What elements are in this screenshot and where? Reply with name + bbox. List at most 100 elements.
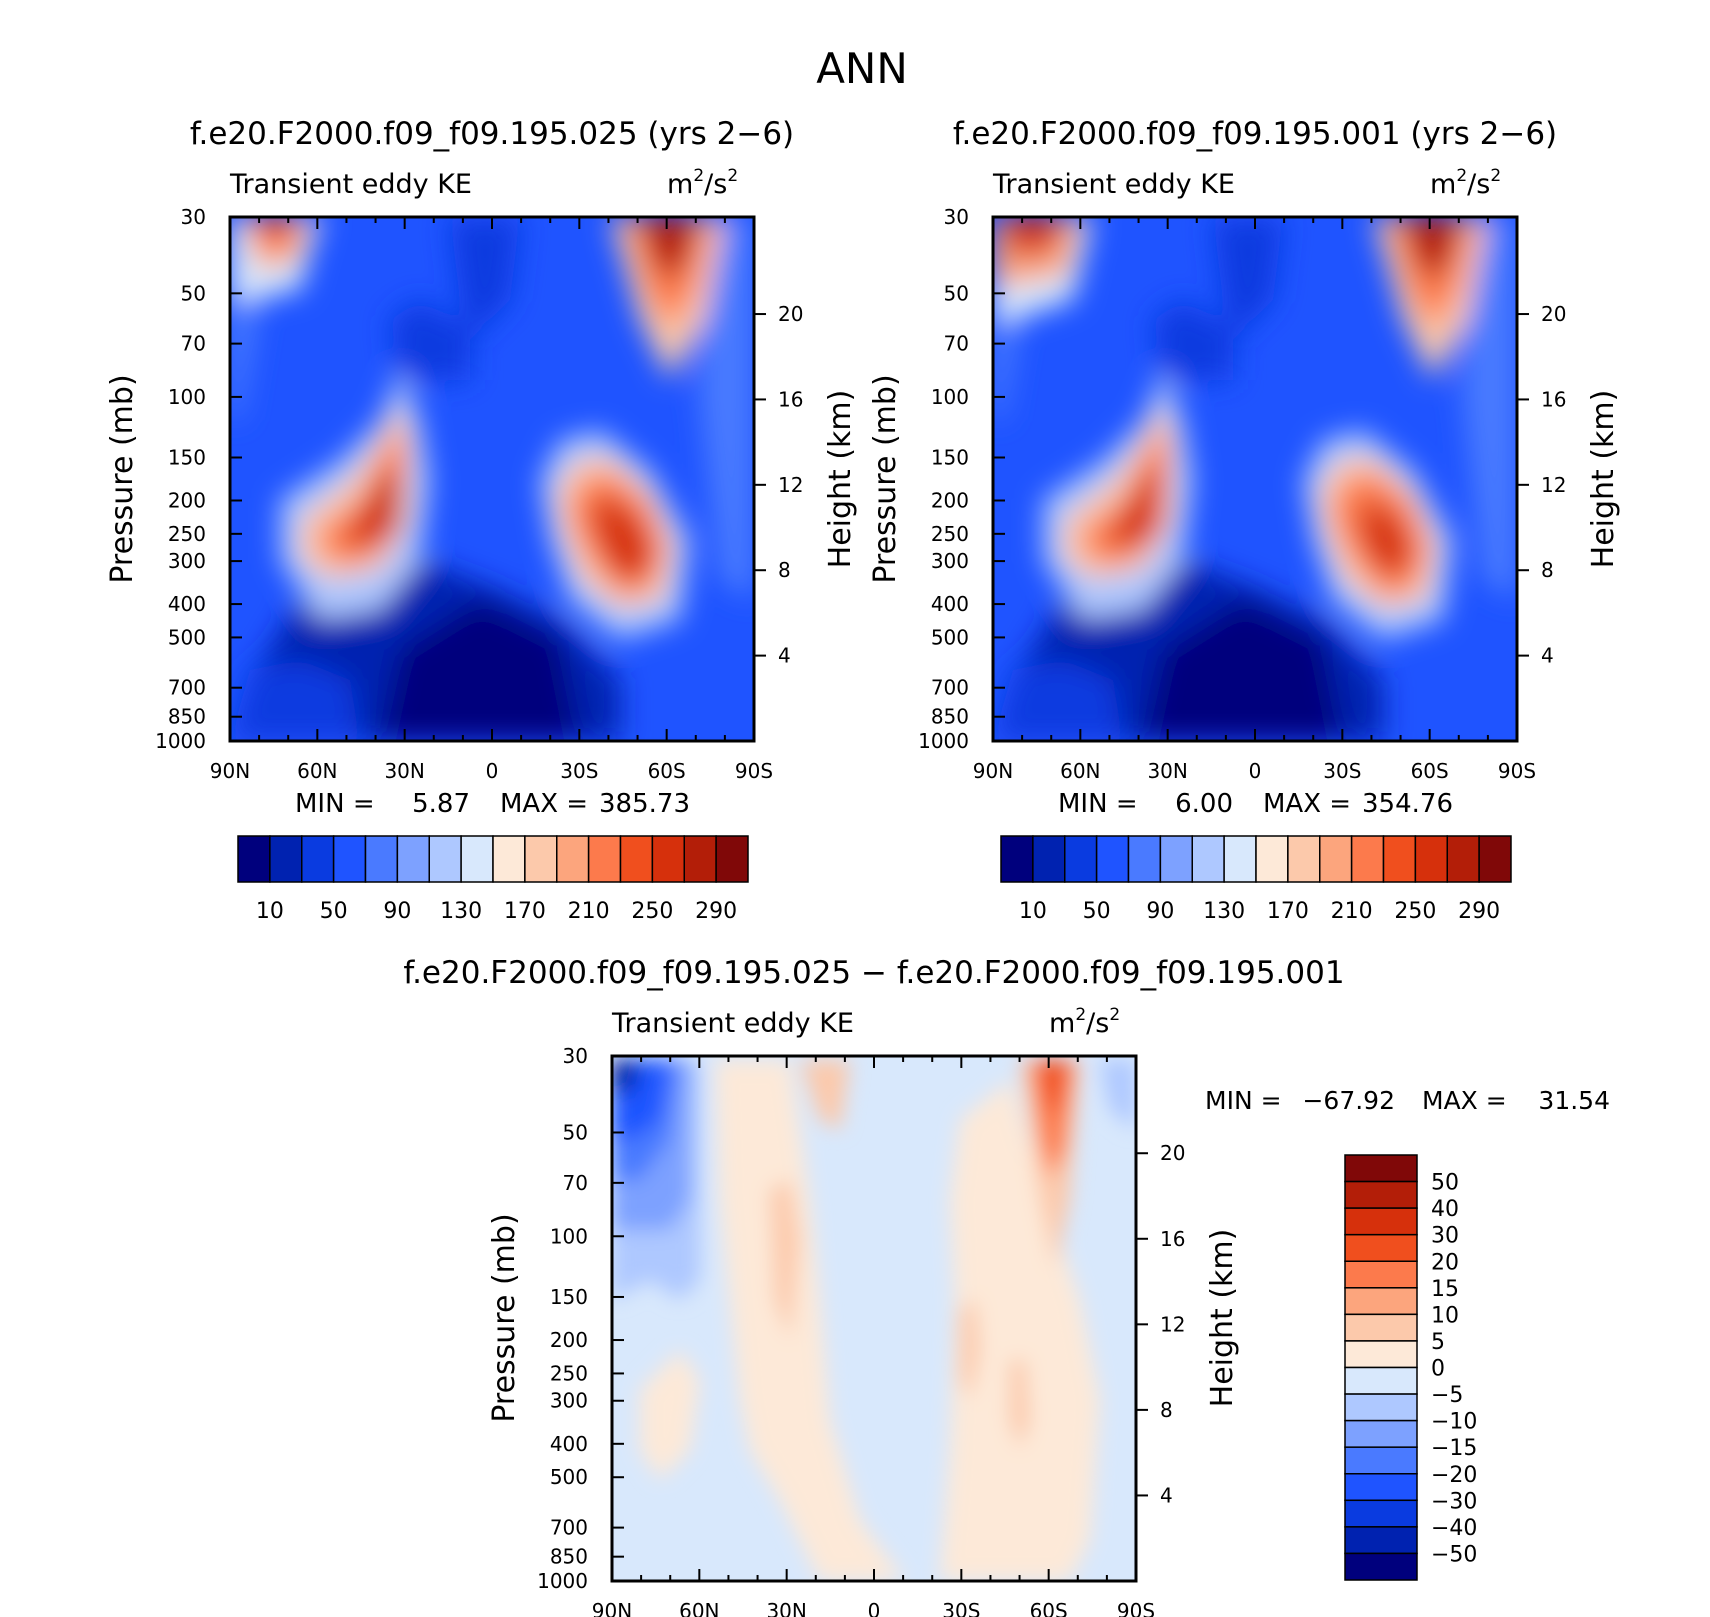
max-value: 31.54	[1538, 1086, 1610, 1115]
colorbar-swatch	[428, 835, 462, 883]
units-exp: 2	[1456, 166, 1467, 186]
colorbar-label: 170	[1267, 899, 1309, 924]
colorbar-label: 10	[1431, 1303, 1459, 1328]
colorbar-swatch	[460, 835, 494, 883]
colorbar-label: 170	[504, 899, 546, 924]
units-base: m	[1049, 1008, 1075, 1039]
x-ticks: 90N 60N 30N 0 30S 60S 90S	[210, 217, 773, 783]
colorbar-label: 130	[440, 899, 482, 924]
y2-tick-label: 16	[1541, 387, 1566, 411]
y-tick-label: 30	[563, 1044, 588, 1068]
colorbar-swatch	[1319, 835, 1353, 883]
x-tick-label: 30N	[766, 1599, 806, 1617]
colorbar-swatch	[1032, 835, 1066, 883]
panel-subtitle: Transient eddy KE	[611, 1008, 854, 1039]
colorbar-label: −20	[1431, 1463, 1477, 1488]
colorbar-label: 15	[1431, 1277, 1459, 1302]
y2-ticks: 20 16 12 8 4	[1136, 1141, 1185, 1507]
svg-text:m2/s2: m2/s2	[1049, 1005, 1120, 1039]
y-tick-label: 150	[168, 446, 206, 470]
y-tick-label: 500	[550, 1465, 588, 1489]
x-tick-label: 0	[486, 759, 499, 783]
colorbar-label: 210	[568, 899, 610, 924]
min-label: MIN =	[295, 789, 375, 819]
colorbar-labels: 10 50 90 130 170 210 250 290	[1019, 899, 1500, 924]
colorbar-swatch	[1478, 835, 1512, 883]
svg-text:m2/s2: m2/s2	[667, 166, 738, 200]
colorbar-swatch	[1344, 1313, 1418, 1342]
y-tick-label: 500	[931, 625, 969, 649]
y2-ticks: 20 16 12 8 4	[1517, 302, 1566, 668]
colorbar-label: 210	[1331, 899, 1373, 924]
min-label: MIN =	[1205, 1086, 1282, 1115]
colorbar-swatch	[1344, 1287, 1418, 1316]
colorbar-swatch	[556, 835, 590, 883]
x-ticks: 90N 60N 30N 0 30S 60S 90S	[592, 1056, 1155, 1617]
colorbar-swatch	[651, 835, 685, 883]
panel-title: f.e20.F2000.f09_f09.195.025 − f.e20.F200…	[403, 955, 1344, 991]
y-tick-label: 400	[168, 592, 206, 616]
colorbar-swatch	[1344, 1526, 1418, 1555]
colorbar-swatch	[619, 835, 654, 883]
y-tick-label: 100	[168, 385, 206, 409]
min-value: −67.92	[1302, 1086, 1395, 1115]
x-tick-label: 60S	[1411, 759, 1449, 783]
units-mid: /s	[1467, 169, 1490, 200]
colorbar-label: 50	[320, 899, 348, 924]
colorbar-swatch	[524, 835, 558, 883]
colorbar-swatch	[1344, 1419, 1418, 1448]
y2-axis-label: Height (km)	[823, 390, 858, 569]
colorbar-swatch	[1127, 835, 1162, 883]
x-tick-label: 60S	[1030, 1599, 1068, 1617]
y-tick-label: 250	[931, 522, 969, 546]
max-label: MAX =	[1422, 1086, 1507, 1115]
colorbar-swatch	[269, 835, 303, 883]
y-tick-label: 400	[550, 1432, 588, 1456]
contour-field	[612, 1056, 1136, 1581]
y-tick-label: 500	[168, 625, 206, 649]
colorbar	[1000, 835, 1512, 883]
x-tick-label: 30N	[1147, 759, 1187, 783]
panel-subtitle: Transient eddy KE	[229, 169, 472, 200]
y-tick-label: 1000	[155, 729, 206, 753]
y2-ticks: 20 16 12 8 4	[754, 302, 803, 668]
colorbar-swatch	[1350, 835, 1385, 883]
x-tick-label: 60N	[679, 1599, 719, 1617]
y-tick-label: 200	[168, 488, 206, 512]
max-value: 354.76	[1362, 789, 1453, 819]
x-tick-label: 60N	[1060, 759, 1100, 783]
y-tick-label: 150	[550, 1285, 588, 1309]
min-value: 5.87	[412, 789, 470, 819]
y-tick-label: 70	[944, 332, 969, 356]
y-tick-label: 50	[181, 281, 206, 305]
y-tick-label: 100	[550, 1224, 588, 1248]
svg-text:m2/s2: m2/s2	[1430, 166, 1501, 200]
colorbar-swatch	[1344, 1499, 1418, 1528]
panel-top-left: f.e20.F2000.f09_f09.195.025 (yrs 2−6) Tr…	[105, 116, 858, 924]
max-value: 385.73	[599, 789, 690, 819]
y-tick-label: 50	[944, 281, 969, 305]
y-tick-label: 150	[931, 446, 969, 470]
x-tick-label: 90N	[592, 1599, 632, 1617]
colorbar-swatch	[1382, 835, 1417, 883]
y2-tick-label: 4	[1160, 1483, 1173, 1507]
colorbar-swatch	[1344, 1393, 1418, 1422]
colorbar-swatch	[1223, 835, 1257, 883]
max-label: MAX =	[1263, 789, 1351, 819]
y-tick-label: 300	[931, 549, 969, 573]
y-tick-label: 300	[550, 1389, 588, 1413]
colorbar-swatch	[1344, 1446, 1418, 1475]
x-tick-label: 60N	[297, 759, 337, 783]
colorbar-swatch	[1287, 835, 1321, 883]
colorbar-swatch	[715, 835, 749, 883]
y-axis-label: Pressure (mb)	[868, 374, 903, 583]
y-tick-label: 400	[931, 592, 969, 616]
colorbar-swatch	[1255, 835, 1289, 883]
y-tick-label: 100	[931, 385, 969, 409]
colorbar-swatch	[1344, 1552, 1418, 1581]
